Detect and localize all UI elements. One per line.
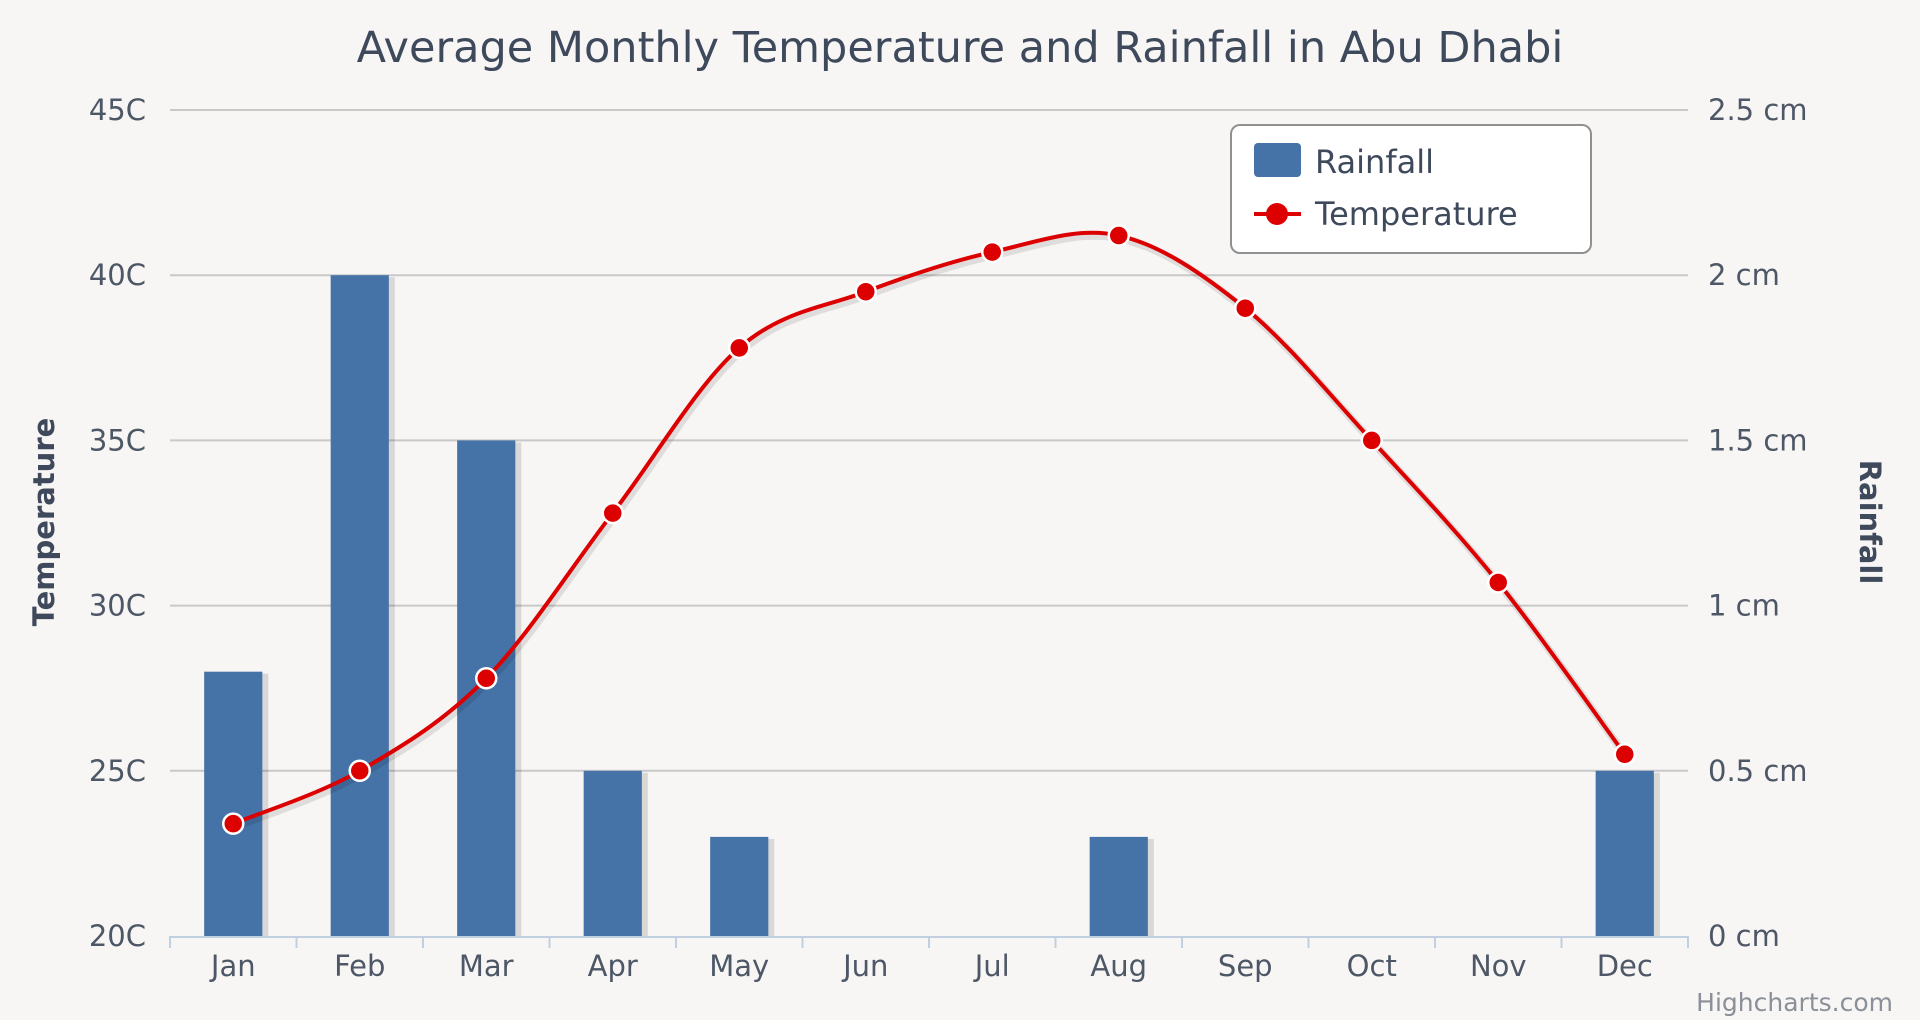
x-tick-label-feb: Feb [334, 949, 385, 983]
temperature-point-dec [1613, 743, 1636, 766]
y-right-tick-label: 2 cm [1708, 258, 1780, 292]
x-tick-label-mar: Mar [459, 949, 514, 983]
temperature-point-jul [981, 240, 1004, 264]
y-axis-right-title: Rainfall [1853, 460, 1887, 585]
x-tick-label-jan: Jan [209, 949, 256, 983]
legend: Rainfall Temperature [1230, 124, 1592, 254]
temperature-point-jun [854, 280, 877, 303]
bar-feb [330, 275, 389, 936]
x-tick-label-sep: Sep [1218, 949, 1273, 983]
credits-link[interactable]: Highcharts.com [1696, 988, 1893, 1017]
temperature-line-path [232, 230, 1627, 826]
bar-dec [1595, 770, 1654, 936]
y-left-tick-label: 40C [89, 258, 146, 292]
temperature-point-feb [348, 759, 371, 783]
x-tick-label-jun: Jun [841, 949, 888, 983]
x-tick-label-may: May [709, 949, 769, 983]
y-left-tick-label: 30C [89, 589, 146, 623]
temperature-line [222, 224, 1636, 835]
y-right-tick-label: 1.5 cm [1708, 423, 1808, 457]
y-right-tick-label: 1 cm [1708, 589, 1780, 623]
y-left-tick-label: 45C [89, 93, 146, 127]
y-right-tick-label: 0 cm [1708, 919, 1780, 953]
legend-rainfall-swatch [1254, 143, 1301, 177]
temperature-point-oct [1360, 429, 1383, 452]
temperature-point-may [728, 336, 751, 360]
legend-temperature-marker [1266, 203, 1288, 225]
y-left-tick-label: 20C [89, 919, 146, 953]
bar-may [710, 836, 769, 936]
y-axis-left: 20C 25C 30C 35C 40C 45C [89, 93, 146, 953]
bar-jan [204, 671, 263, 936]
temperature-point-jan [222, 812, 245, 835]
chart-title: Average Monthly Temperature and Rainfall… [357, 23, 1564, 73]
legend-box [1230, 124, 1592, 254]
temperature-point-mar [475, 667, 498, 690]
x-tick-label-dec: Dec [1597, 949, 1653, 983]
legend-temperature-label: Temperature [1314, 195, 1518, 233]
x-tick-label-nov: Nov [1470, 949, 1527, 983]
temperature-point-nov [1487, 571, 1510, 594]
temperature-point-aug [1107, 224, 1130, 247]
bar-apr [583, 770, 642, 936]
y-axis-left-title: Temperature [27, 418, 61, 627]
x-tick-label-apr: Apr [588, 949, 638, 983]
y-axis-right: 0 cm 0.5 cm 1 cm 1.5 cm 2 cm 2.5 cm [1708, 93, 1808, 953]
x-tick-label-jul: Jul [973, 949, 1010, 983]
temperature-point-apr [601, 501, 624, 525]
x-axis: Jan Feb Mar Apr May Jun Jul Aug Sep Oct Nov Dec [169, 936, 1689, 983]
x-tick-label-oct: Oct [1347, 949, 1397, 983]
y-right-tick-label: 0.5 cm [1708, 754, 1808, 788]
y-left-tick-label: 35C [89, 423, 146, 457]
temperature-line-shadow [233, 231, 1630, 831]
y-left-tick-label: 25C [89, 754, 146, 788]
bar-aug [1089, 836, 1148, 936]
x-tick-label-aug: Aug [1090, 949, 1147, 983]
temperature-point-sep [1234, 296, 1257, 320]
y-right-tick-label: 2.5 cm [1708, 93, 1808, 127]
grid-lines [170, 109, 1688, 772]
legend-rainfall-label: Rainfall [1315, 143, 1434, 181]
